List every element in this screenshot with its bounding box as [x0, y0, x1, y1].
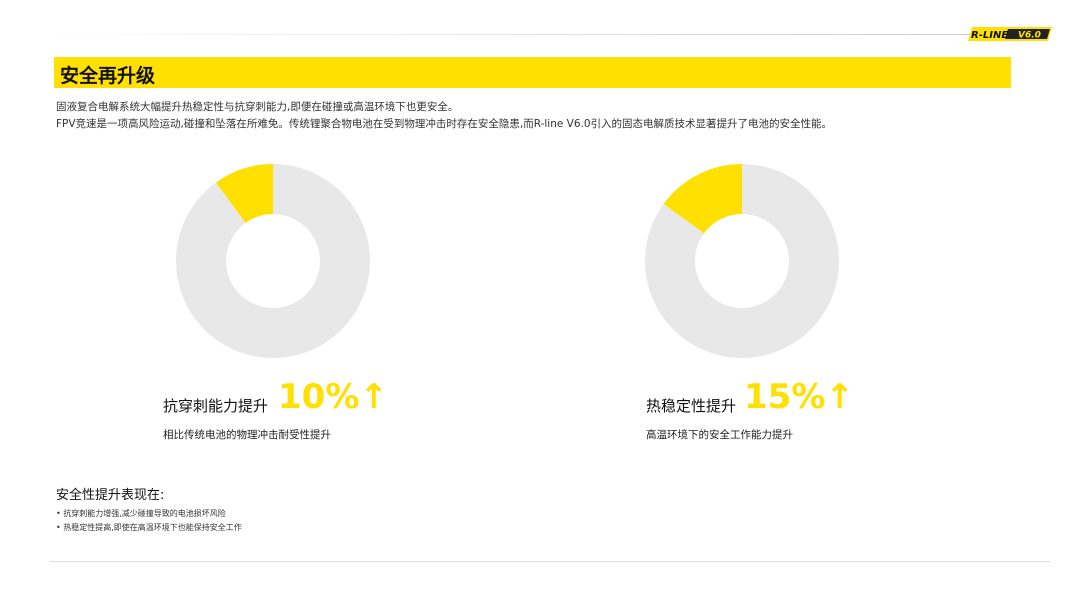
- footer-divider: [50, 561, 1050, 562]
- donut-slice-highlight: [215, 164, 273, 223]
- summary-bullet: • 热稳定性提高,即使在高温环境下也能保持安全工作: [56, 523, 242, 532]
- chart-subtitle: 高温环境下的安全工作能力提升: [646, 429, 793, 441]
- donut-slice-highlight: [663, 164, 742, 234]
- header-divider: [20, 34, 970, 35]
- percent-value: 10%↑: [278, 377, 388, 417]
- summary-bullet: • 抗穿刺能力增强,减少碰撞导致的电池损坏风险: [56, 509, 226, 518]
- donut-chart-puncture: [176, 164, 370, 358]
- brand-logo: R-LINE V6.0: [968, 27, 1052, 41]
- donut-chart-thermal: [645, 164, 839, 358]
- page-title: 安全再升级: [60, 65, 156, 87]
- donut-slice-remainder: [176, 164, 370, 358]
- arrow-up-icon: ↑: [359, 377, 388, 417]
- donut-slice-remainder: [645, 164, 839, 358]
- description-line: 固液复合电解系统大幅提升热稳定性与抗穿刺能力,即便在碰撞或高温环境下也更安全。: [56, 101, 459, 113]
- svg-text:V6.0: V6.0: [1018, 31, 1041, 41]
- percent-text: 15%: [744, 377, 826, 417]
- title-banner: 安全再升级: [54, 57, 1011, 88]
- percent-text: 10%: [278, 377, 360, 417]
- percent-value: 15%↑: [744, 377, 854, 417]
- arrow-up-icon: ↑: [825, 377, 854, 417]
- description-line: FPV竞速是一项高风险运动,碰撞和坠落在所难免。传统锂聚合物电池在受到物理冲击时…: [56, 118, 833, 130]
- summary-title: 安全性提升表现在:: [56, 488, 165, 503]
- chart-label: 热稳定性提升: [646, 397, 737, 415]
- chart-label: 抗穿刺能力提升: [163, 397, 269, 415]
- chart-subtitle: 相比传统电池的物理冲击耐受性提升: [163, 429, 331, 441]
- svg-text:R-LINE: R-LINE: [971, 30, 1008, 41]
